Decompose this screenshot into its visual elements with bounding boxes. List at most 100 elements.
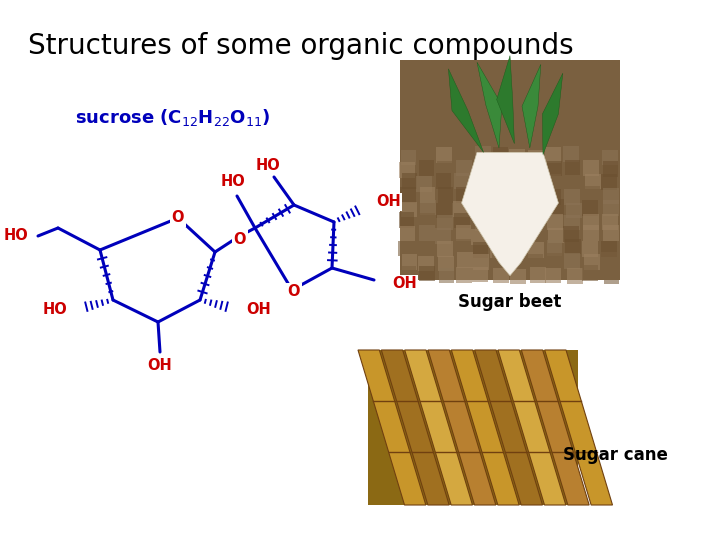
Bar — [490, 212, 505, 228]
Bar — [528, 213, 543, 228]
Bar — [420, 215, 436, 231]
Polygon shape — [498, 350, 566, 505]
Bar — [420, 228, 436, 244]
Bar — [567, 265, 582, 281]
Bar — [400, 267, 415, 283]
Polygon shape — [521, 350, 589, 505]
Bar — [603, 201, 618, 217]
Bar — [491, 199, 507, 215]
Bar — [548, 212, 564, 228]
Text: Structures of some organic compounds: Structures of some organic compounds — [28, 32, 574, 60]
Bar — [401, 174, 417, 190]
Polygon shape — [405, 350, 472, 505]
Bar — [528, 189, 544, 205]
Bar — [602, 163, 617, 178]
Bar — [417, 240, 433, 256]
Bar — [454, 240, 469, 256]
Bar — [490, 255, 506, 271]
Bar — [493, 176, 509, 191]
Bar — [508, 202, 524, 218]
Bar — [456, 187, 472, 202]
Bar — [564, 176, 580, 191]
Bar — [492, 229, 508, 245]
Bar — [548, 254, 563, 269]
Bar — [566, 161, 582, 178]
Bar — [400, 255, 415, 271]
Bar — [529, 163, 545, 179]
Bar — [474, 149, 490, 165]
Bar — [528, 147, 544, 163]
Bar — [418, 173, 433, 189]
Bar — [527, 228, 543, 244]
Text: HO: HO — [4, 228, 28, 244]
Bar — [600, 174, 616, 190]
Bar — [526, 200, 542, 217]
Bar — [548, 161, 564, 178]
Bar — [456, 174, 472, 190]
Bar — [492, 147, 508, 163]
Bar — [435, 229, 451, 245]
Bar — [368, 350, 578, 505]
Bar — [418, 147, 433, 163]
Bar — [600, 267, 616, 282]
Bar — [491, 242, 507, 258]
Bar — [603, 253, 618, 268]
Bar — [400, 60, 620, 280]
Bar — [582, 176, 598, 191]
Bar — [584, 150, 600, 165]
Bar — [508, 162, 523, 178]
Bar — [419, 160, 435, 176]
Bar — [437, 269, 452, 285]
Polygon shape — [505, 56, 521, 144]
Text: O: O — [172, 211, 184, 226]
Bar — [400, 161, 415, 177]
Text: HO: HO — [256, 158, 280, 172]
Text: HO: HO — [220, 174, 246, 190]
Polygon shape — [474, 350, 542, 505]
Bar — [564, 215, 580, 231]
Bar — [546, 146, 562, 162]
Text: OH: OH — [376, 194, 401, 210]
Bar — [582, 253, 598, 268]
Bar — [402, 240, 418, 255]
Text: OH: OH — [148, 357, 172, 373]
Bar — [399, 148, 415, 164]
Bar — [418, 190, 433, 205]
Bar — [508, 149, 524, 165]
Bar — [601, 215, 617, 231]
Bar — [601, 239, 617, 254]
Bar — [511, 174, 527, 190]
Bar — [474, 226, 490, 241]
Bar — [508, 268, 524, 284]
Polygon shape — [428, 350, 496, 505]
Bar — [455, 255, 471, 271]
Bar — [436, 149, 451, 165]
Polygon shape — [477, 62, 499, 148]
Polygon shape — [449, 69, 484, 152]
Bar — [438, 202, 454, 218]
Text: HO: HO — [42, 302, 67, 318]
Polygon shape — [358, 350, 426, 505]
Bar — [582, 199, 598, 215]
Bar — [472, 253, 487, 269]
Bar — [545, 240, 561, 256]
Bar — [512, 189, 528, 205]
Text: O: O — [234, 232, 246, 246]
Bar — [455, 199, 471, 215]
Bar — [545, 202, 561, 218]
Bar — [398, 186, 414, 201]
Bar — [582, 242, 598, 258]
Bar — [436, 162, 451, 178]
Bar — [512, 253, 528, 268]
Bar — [475, 240, 491, 256]
Bar — [418, 252, 433, 268]
Bar — [436, 189, 451, 205]
Bar — [400, 228, 415, 244]
Bar — [602, 186, 618, 201]
Bar — [472, 213, 488, 228]
Bar — [509, 215, 524, 231]
Bar — [494, 189, 509, 205]
Text: Sugar cane: Sugar cane — [562, 446, 667, 464]
Bar — [582, 213, 598, 228]
Bar — [399, 213, 415, 228]
